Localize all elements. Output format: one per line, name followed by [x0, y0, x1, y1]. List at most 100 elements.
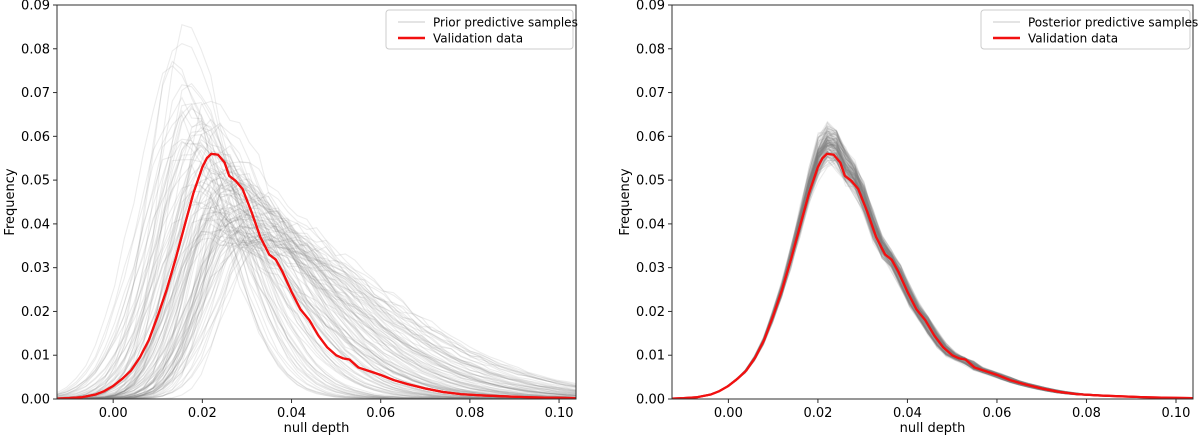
- posterior-sample-line: [672, 128, 1193, 399]
- posterior-sample-line: [672, 143, 1193, 399]
- prior-sample-line: [57, 151, 576, 399]
- prior-sample-line: [57, 235, 576, 399]
- y-tick-label: 0.09: [636, 0, 665, 14]
- y-tick-label: 0.02: [21, 305, 50, 320]
- y-tick-label: 0.04: [21, 217, 50, 232]
- prior-sample-line: [57, 212, 576, 399]
- prior-sample-line: [57, 180, 576, 399]
- y-axis-label: Frequency: [3, 168, 18, 235]
- posterior-sample-line: [672, 138, 1193, 399]
- posterior-sample-line: [672, 141, 1193, 399]
- x-axis-label: null depth: [284, 421, 350, 436]
- prior-sample-line: [57, 229, 576, 399]
- prior-sample-line: [57, 215, 576, 399]
- posterior-sample-line: [672, 130, 1193, 399]
- prior-sample-line: [57, 189, 576, 399]
- posterior-sample-line: [672, 150, 1193, 399]
- prior-sample-line: [57, 209, 576, 399]
- prior-sample-line: [57, 189, 576, 399]
- posterior-sample-line: [672, 147, 1193, 399]
- prior-sample-line: [57, 207, 576, 399]
- posterior-sample-line: [672, 150, 1193, 399]
- prior-sample-line: [57, 228, 576, 399]
- posterior-sample-line: [672, 132, 1193, 399]
- posterior-sample-line: [672, 140, 1193, 399]
- plot-border: [56, 4, 577, 400]
- posterior-sample-line: [672, 141, 1193, 399]
- posterior-sample-line: [672, 121, 1193, 399]
- posterior-sample-line: [672, 144, 1193, 399]
- posterior-sample-line: [672, 135, 1193, 399]
- prior-sample-line: [57, 180, 576, 399]
- prior-sample-line: [57, 208, 576, 399]
- posterior-sample-line: [672, 144, 1193, 399]
- prior-sample-line: [57, 241, 576, 399]
- posterior-sample-line: [672, 150, 1193, 399]
- posterior-sample-line: [672, 120, 1193, 399]
- posterior-sample-line: [672, 141, 1193, 399]
- posterior-sample-line: [672, 126, 1193, 399]
- posterior-sample-line: [672, 134, 1193, 399]
- posterior-sample-line: [672, 135, 1193, 399]
- prior-sample-line: [57, 207, 576, 399]
- prior-sample-line: [57, 100, 576, 399]
- prior-sample-line: [57, 184, 576, 399]
- posterior-sample-line: [672, 143, 1193, 399]
- prior-sample-line: [57, 180, 576, 399]
- y-tick-label: 0.00: [636, 393, 665, 408]
- y-tick-label: 0.07: [636, 86, 665, 101]
- posterior-sample-line: [672, 136, 1193, 399]
- prior-sample-line: [57, 207, 576, 399]
- prior-sample-line: [57, 232, 576, 399]
- posterior-sample-line: [672, 141, 1193, 399]
- posterior-sample-line: [672, 148, 1193, 399]
- posterior-sample-line: [672, 138, 1193, 399]
- posterior-sample-line: [672, 144, 1193, 399]
- posterior-sample-line: [672, 150, 1193, 399]
- posterior-sample-line: [672, 130, 1193, 399]
- posterior-sample-line: [672, 146, 1193, 399]
- posterior-sample-line: [672, 141, 1193, 399]
- prior-sample-line: [57, 169, 576, 399]
- legend-label: Validation data: [433, 32, 523, 46]
- posterior-sample-line: [672, 138, 1193, 399]
- posterior-sample-line: [672, 127, 1193, 399]
- posterior-sample-line: [672, 137, 1193, 399]
- posterior-sample-line: [672, 144, 1193, 399]
- legend-label: Prior predictive samples: [433, 16, 578, 30]
- prior-sample-line: [57, 225, 576, 399]
- prior-sample-line: [57, 236, 576, 399]
- left-plot: 0.00 0.02 0.04 0.06 0.08 0.10 0.00 0.01 0.02 0.03…: [3, 0, 578, 436]
- posterior-sample-line: [672, 131, 1193, 399]
- posterior-sample-line: [672, 142, 1193, 399]
- posterior-sample-line: [672, 148, 1193, 399]
- posterior-sample-line: [672, 140, 1193, 399]
- posterior-sample-line: [672, 138, 1193, 399]
- posterior-sample-line: [672, 144, 1193, 399]
- prior-sample-line: [57, 225, 576, 399]
- prior-sample-line: [57, 196, 576, 399]
- posterior-sample-line: [672, 148, 1193, 399]
- posterior-sample-line: [672, 137, 1193, 399]
- x-tick-label: 0.00: [714, 406, 743, 421]
- y-tick-label: 0.04: [636, 217, 665, 232]
- posterior-sample-line: [672, 148, 1193, 399]
- prior-sample-line: [57, 187, 576, 399]
- posterior-sample-line: [672, 138, 1193, 399]
- posterior-sample-line: [672, 137, 1193, 399]
- prior-sample-line: [57, 142, 576, 399]
- legend-label: Validation data: [1028, 32, 1118, 46]
- posterior-sample-line: [672, 143, 1193, 399]
- prior-sample-line: [57, 212, 576, 399]
- posterior-sample-line: [672, 139, 1193, 399]
- prior-sample-line: [57, 218, 576, 399]
- x-tick-label: 0.08: [1072, 406, 1101, 421]
- x-tick-label: 0.06: [366, 406, 395, 421]
- posterior-sample-line: [672, 146, 1193, 399]
- posterior-sample-line: [672, 142, 1193, 399]
- posterior-sample-line: [672, 140, 1193, 399]
- prior-sample-line: [57, 143, 576, 399]
- x-tick-label: 0.02: [803, 406, 832, 421]
